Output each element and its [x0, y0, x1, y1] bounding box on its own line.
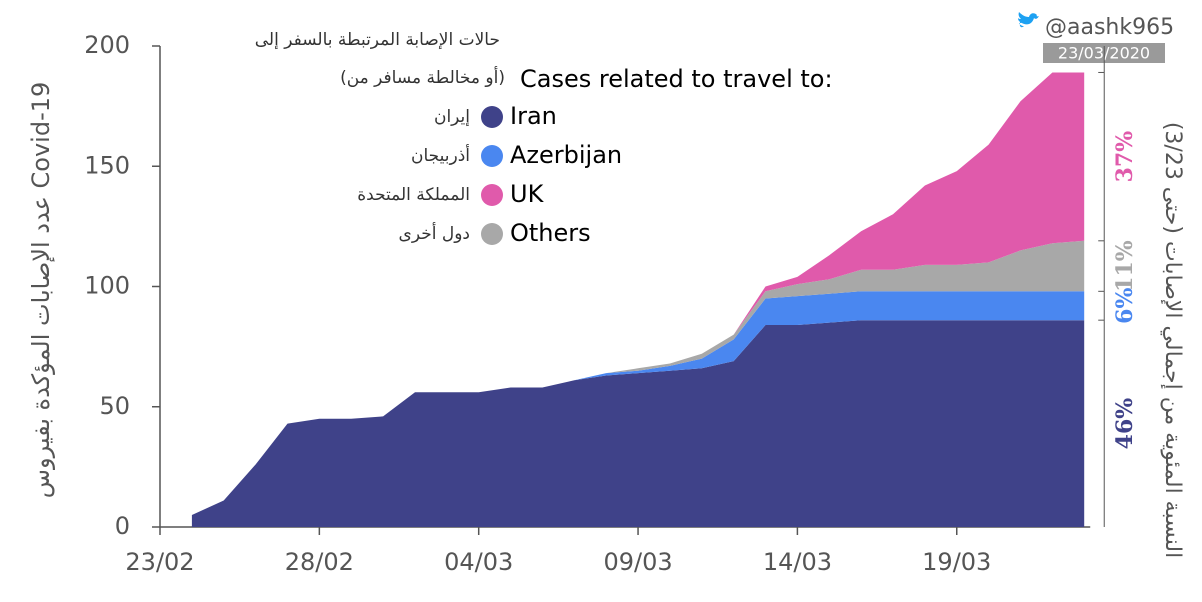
y-axis-title: عدد الإصابات المؤكدة بفيروس Covid-19 [27, 82, 55, 499]
y2-axis-title: النسبة المئوية من إجمالي الإصابات (حتى 3… [1160, 122, 1185, 558]
share-label: 11% [1112, 240, 1138, 292]
x-tick-label: 23/02 [125, 548, 194, 576]
x-tick-label: 28/02 [285, 548, 354, 576]
y-tick-label: 0 [115, 512, 130, 540]
legend-label-ar: إيران [434, 107, 470, 127]
legend-title: Cases related to travel to: [520, 65, 833, 93]
x-tick-label: 19/03 [922, 548, 991, 576]
legend-label-ar: المملكة المتحدة [357, 185, 470, 205]
legend-label-ar: أذربيجان [411, 144, 470, 166]
y-tick-label: 50 [99, 392, 130, 420]
legend-marker [481, 184, 503, 206]
legend-label: Others [510, 219, 591, 247]
twitter-icon [1018, 12, 1039, 28]
share-label: 37% [1112, 131, 1138, 183]
legend-label: UK [510, 180, 545, 208]
share-label: 46% [1112, 398, 1138, 450]
legend-marker [481, 145, 503, 167]
legend-marker [481, 223, 503, 245]
area [191, 291, 1085, 515]
y-tick-label: 150 [84, 151, 130, 179]
legend-label: Azerbijan [510, 141, 622, 169]
legend-title-ar: (أو مخالطة مسافر من) [340, 66, 505, 88]
y-tick-label: 100 [84, 272, 130, 300]
legend-marker [481, 106, 503, 128]
y-tick-label: 200 [84, 31, 130, 59]
x-tick-label: 04/03 [444, 548, 513, 576]
watermark: @aashk965 [1045, 15, 1174, 40]
x-tick-label: 09/03 [603, 548, 672, 576]
area [191, 320, 1085, 527]
legend-title-ar: حالات الإصابة المرتبطة بالسفر إلى [255, 30, 500, 50]
legend-label-ar: دول أخرى [399, 222, 470, 244]
x-tick-label: 14/03 [763, 548, 832, 576]
legend-label: Iran [510, 102, 557, 130]
area [191, 240, 1085, 516]
share-label: 6% [1112, 288, 1138, 324]
